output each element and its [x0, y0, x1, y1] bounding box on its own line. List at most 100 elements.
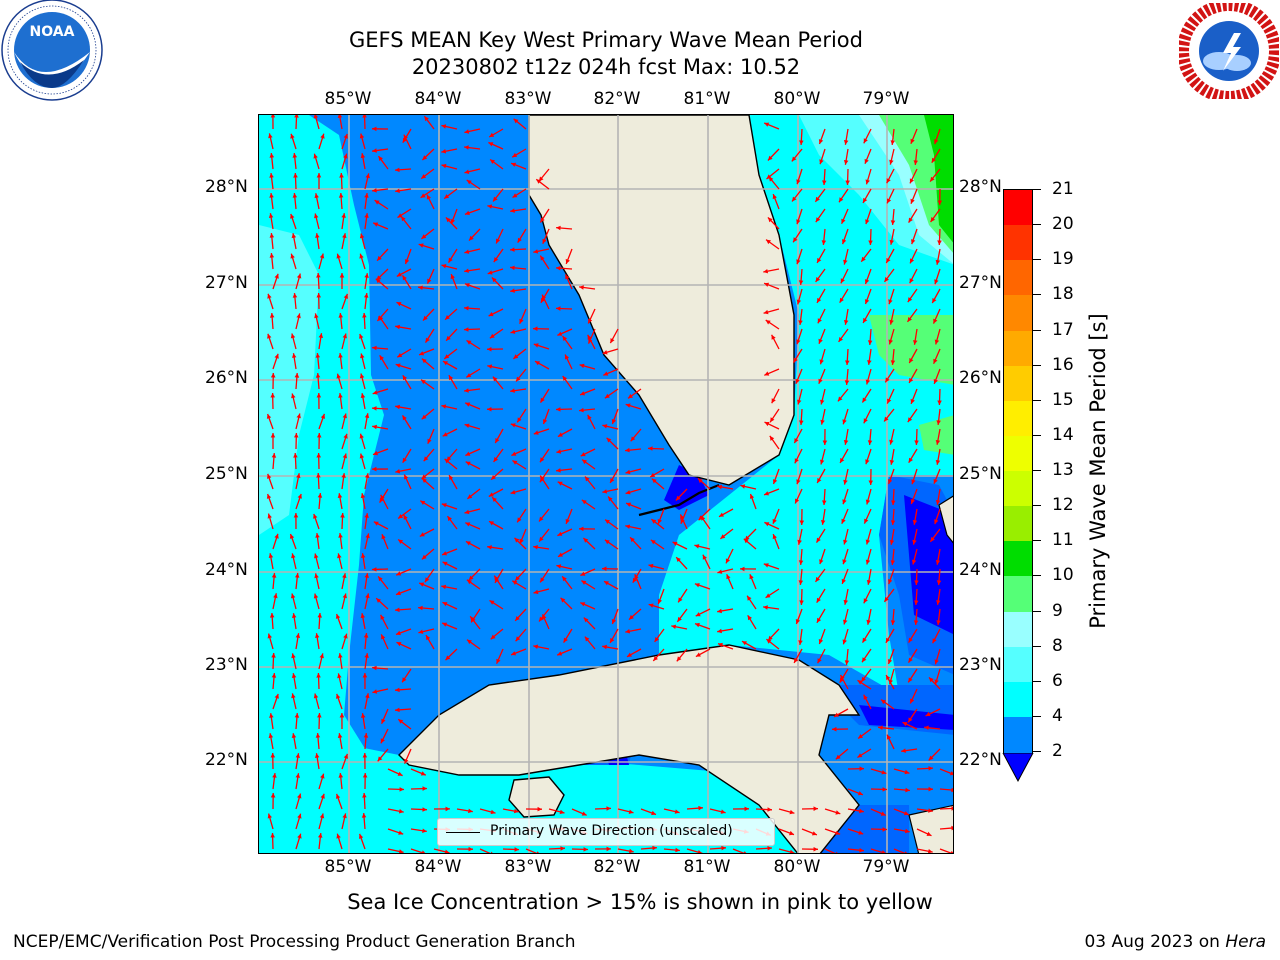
wave-direction-arrowhead	[464, 327, 469, 332]
wave-direction-arrowhead	[338, 533, 343, 538]
wave-direction-arrowhead	[557, 651, 563, 656]
wave-direction-arrowhead	[650, 539, 656, 545]
wave-direction-arrowhead	[657, 599, 662, 604]
wave-direction-arrowhead	[763, 269, 769, 274]
wave-direction-arrowhead	[494, 575, 499, 581]
wave-direction-arrowhead	[364, 293, 369, 298]
wave-direction-arrowhead	[359, 433, 364, 439]
wave-direction-arrowhead	[418, 243, 424, 248]
wave-direction-arrowhead	[625, 447, 630, 453]
wave-direction-arrowhead	[677, 616, 682, 622]
wave-direction-arrowhead	[441, 264, 447, 269]
wave-direction-arrowhead	[343, 753, 348, 759]
wave-direction-arrowhead	[865, 179, 870, 185]
wave-direction-arrowhead	[377, 756, 383, 762]
lon-label-bottom-81w: 81°W	[683, 857, 731, 877]
wave-direction-arrowhead	[337, 673, 342, 679]
wave-direction-arrowhead	[556, 564, 562, 569]
wave-direction-arrowhead	[364, 193, 369, 198]
nws-logo	[1177, 0, 1280, 103]
wave-direction-arrowhead	[648, 563, 654, 569]
wave-direction-arrowhead	[338, 353, 343, 358]
wave-direction-arrowhead	[602, 644, 607, 650]
wave-direction-arrowhead	[936, 420, 941, 425]
wave-direction-arrowhead	[464, 388, 469, 393]
colorbar-tick-label: 12	[1052, 495, 1074, 516]
wave-direction-arrowhead	[815, 277, 821, 282]
wave-direction-arrowhead	[320, 133, 325, 139]
wave-direction-arrowhead	[817, 297, 822, 303]
wave-direction-arrowhead	[914, 440, 919, 445]
wave-direction-arrowhead	[602, 489, 608, 494]
wave-direction-arrowhead	[675, 847, 680, 853]
wave-direction-arrowhead	[395, 167, 400, 173]
wave-direction-arrowhead	[402, 275, 407, 281]
wave-direction-arrowhead	[423, 315, 428, 321]
lon-label-top-85w: 85°W	[324, 89, 372, 109]
wave-direction-arrowhead	[863, 138, 868, 144]
wave-direction-arrowhead	[420, 500, 426, 505]
wave-direction-arrowhead	[910, 398, 915, 404]
wave-direction-arrowhead	[342, 593, 347, 599]
wave-direction-arrowhead	[380, 494, 385, 500]
wave-direction-arrowhead	[843, 479, 848, 485]
wave-direction-arrowhead	[380, 738, 385, 744]
wave-direction-arrowhead	[539, 616, 544, 622]
wave-direction-arrowhead	[772, 534, 777, 540]
wave-direction-arrowhead	[510, 388, 515, 393]
land-hispaniola-edge	[908, 804, 953, 853]
wave-direction-arrowhead	[764, 122, 770, 127]
wave-direction-arrow	[939, 807, 953, 810]
wave-direction-arrowhead	[772, 479, 778, 484]
wave-direction-arrowhead	[721, 845, 726, 851]
wave-direction-arrowhead	[769, 435, 775, 441]
wave-direction-arrowhead	[364, 273, 369, 278]
wave-direction-arrow	[939, 848, 953, 853]
colorbar-tick-mark	[1033, 399, 1041, 401]
wave-direction-arrowhead	[378, 315, 384, 321]
wave-direction-arrowhead	[533, 545, 538, 550]
wave-direction-arrowhead	[937, 240, 942, 245]
wave-direction-arrowhead	[930, 536, 935, 542]
wave-direction-arrowhead	[933, 379, 938, 384]
wave-direction-arrowhead	[764, 522, 770, 527]
wave-direction-arrowhead	[579, 407, 584, 413]
wave-direction-arrowhead	[763, 605, 768, 610]
wave-direction-arrowhead	[743, 851, 747, 853]
wave-direction-arrowhead	[359, 453, 365, 459]
wave-direction-arrowhead	[422, 478, 427, 483]
wave-direction-arrowhead	[603, 371, 609, 376]
wave-direction-arrowhead	[625, 403, 631, 408]
colorbar-tick-mark	[1033, 540, 1041, 542]
wave-direction-arrowhead	[794, 657, 799, 663]
wave-direction-arrowhead	[844, 380, 850, 385]
wave-direction-arrowhead	[907, 297, 913, 303]
wave-direction-arrowhead	[397, 353, 403, 358]
wave-direction-arrowhead	[343, 433, 348, 439]
wave-direction-arrowhead	[343, 293, 348, 299]
wave-direction-arrowhead	[402, 457, 407, 463]
wave-direction-arrowhead	[273, 593, 278, 599]
wave-direction-arrowhead	[270, 793, 276, 798]
wave-direction-arrowhead	[269, 253, 275, 258]
wave-direction-arrowhead	[887, 734, 892, 740]
wave-direction-arrowhead	[364, 413, 370, 418]
wave-direction-arrowhead	[698, 478, 703, 484]
colorbar-tick-label: 10	[1052, 565, 1074, 586]
wave-direction-arrowhead	[467, 639, 472, 645]
wave-direction-arrowhead	[364, 513, 369, 518]
wave-direction-arrowhead	[360, 153, 366, 159]
wave-direction-arrowhead	[540, 217, 545, 223]
wave-direction-arrowhead	[470, 616, 475, 622]
wave-direction-arrowhead	[338, 193, 344, 198]
wave-direction-arrowhead	[798, 580, 804, 585]
wave-direction-arrowhead	[694, 583, 700, 588]
wave-direction-arrowhead	[862, 637, 867, 643]
wave-direction-arrowhead	[890, 140, 895, 145]
lon-label-bottom-85w: 85°W	[324, 857, 372, 877]
wave-direction-arrowhead	[865, 219, 870, 225]
wave-direction-arrowhead	[542, 294, 546, 300]
wave-direction-arrowhead	[362, 793, 367, 798]
colorbar-under-extend	[1002, 753, 1034, 783]
colorbar-segment	[1004, 716, 1032, 753]
